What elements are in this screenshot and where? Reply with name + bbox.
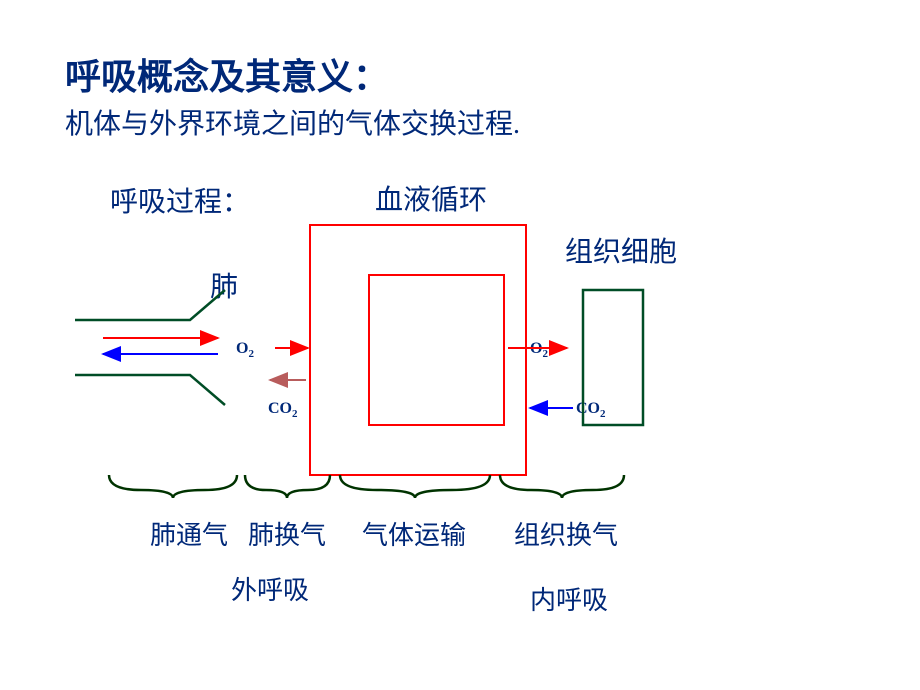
diagram-svg xyxy=(0,0,920,690)
outer-loop xyxy=(310,225,526,475)
airway-top xyxy=(75,290,225,320)
braces xyxy=(109,475,624,498)
slide-canvas: 呼吸概念及其意义： 机体与外界环境之间的气体交换过程. 呼吸过程： 血液循环 组… xyxy=(0,0,920,690)
tissue-box xyxy=(583,290,643,425)
airway-bottom xyxy=(75,375,225,405)
inner-loop xyxy=(369,275,504,425)
